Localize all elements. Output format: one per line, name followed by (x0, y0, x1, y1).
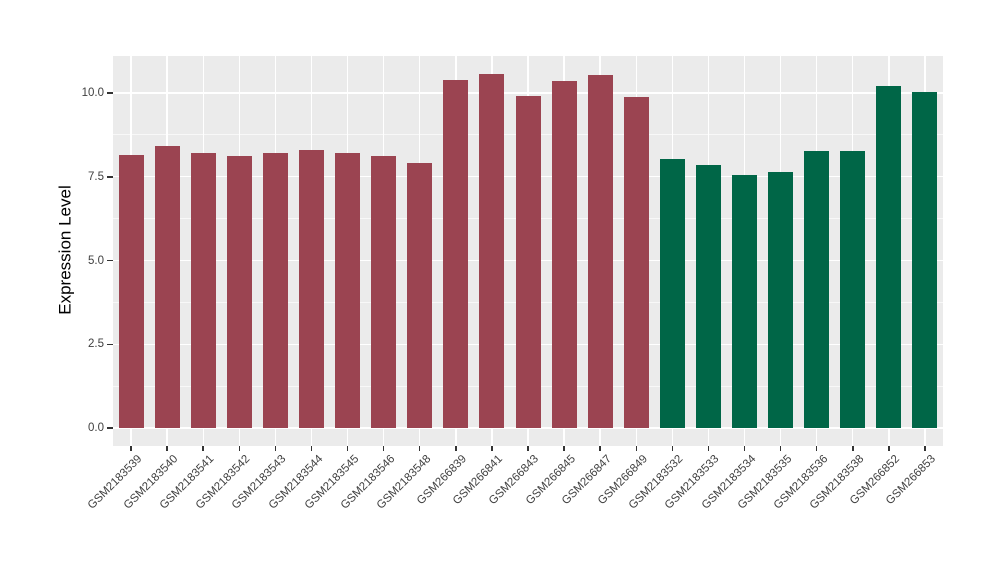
major-gridline (113, 92, 943, 94)
bar-GSM2183544 (298, 149, 324, 428)
bar-GSM2183533 (695, 164, 721, 428)
bar-GSM266839 (443, 79, 469, 428)
x-tick-mark (130, 446, 132, 451)
x-tick-mark (455, 446, 457, 451)
x-tick-mark (346, 446, 349, 451)
x-tick-mark (599, 446, 601, 451)
bar-GSM2183538 (840, 150, 866, 428)
x-tick-mark (202, 446, 204, 451)
x-tick-mark (707, 446, 710, 451)
bar-GSM2183532 (659, 158, 685, 428)
x-tick-mark (418, 446, 421, 451)
x-tick-mark (563, 446, 565, 451)
major-gridline (113, 427, 943, 429)
bar-GSM266853 (912, 91, 938, 428)
bars-layer (113, 56, 943, 446)
bar-GSM2183536 (804, 150, 830, 428)
x-tick-mark (743, 446, 746, 451)
x-tick-mark (635, 446, 637, 451)
x-tick-mark (779, 446, 782, 451)
x-tick-mark (310, 446, 313, 451)
bar-GSM266843 (515, 96, 541, 428)
bar-GSM2183545 (335, 152, 361, 428)
x-tick-mark (852, 446, 854, 451)
bar-GSM266847 (587, 74, 613, 428)
y-axis-title: Expression Level (56, 185, 75, 315)
bar-GSM266845 (551, 80, 577, 428)
y-tick-mark (107, 343, 113, 345)
y-tick-label: 10.0 (81, 87, 104, 99)
bar-GSM2183539 (118, 154, 144, 428)
x-tick-mark (166, 446, 168, 451)
y-tick-mark (107, 427, 113, 429)
bar-GSM2183541 (190, 152, 216, 428)
x-tick-mark (527, 446, 529, 451)
plot-panel (113, 56, 943, 446)
x-tick-mark (924, 446, 926, 451)
bar-GSM266841 (479, 73, 505, 428)
bar-GSM2183540 (154, 145, 180, 428)
bar-GSM2183548 (407, 163, 433, 428)
x-tick-mark (888, 446, 890, 451)
x-tick-mark (274, 446, 277, 451)
x-tick-mark (382, 446, 385, 451)
y-tick-label: 0.0 (88, 422, 104, 434)
bar-GSM2183542 (226, 155, 252, 428)
x-tick-mark (238, 446, 241, 451)
y-tick-label: 5.0 (88, 254, 104, 267)
bar-GSM2183546 (371, 155, 397, 428)
bar-GSM2183543 (262, 152, 288, 428)
bar-GSM2183535 (768, 172, 794, 428)
y-tick-mark (107, 92, 113, 94)
x-tick-mark (671, 446, 674, 451)
x-tick-mark (491, 446, 493, 451)
bar-GSM266852 (876, 85, 902, 428)
bar-GSM266849 (623, 97, 649, 428)
y-tick-mark (107, 259, 113, 262)
y-tick-mark (107, 176, 113, 178)
y-tick-label: 2.5 (88, 338, 104, 351)
bar-GSM2183534 (732, 174, 758, 428)
x-tick-mark (815, 446, 818, 451)
y-tick-label: 7.5 (88, 170, 104, 183)
